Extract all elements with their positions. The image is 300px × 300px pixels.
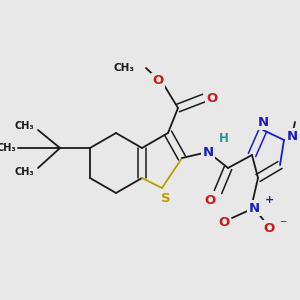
Text: CH₃: CH₃ [14,167,34,177]
Text: N: N [248,202,260,214]
Text: ⁻: ⁻ [279,217,287,231]
Text: CH₃: CH₃ [0,143,16,153]
Text: O: O [204,194,216,206]
Text: H: H [219,131,229,145]
Text: +: + [266,195,274,205]
Text: O: O [206,92,218,104]
Text: CH₃: CH₃ [14,121,34,131]
Text: CH₃: CH₃ [113,63,134,73]
Text: N: N [257,116,268,128]
Text: N: N [286,130,298,142]
Text: O: O [152,74,164,88]
Text: S: S [161,191,171,205]
Text: N: N [202,146,214,158]
Text: O: O [218,215,230,229]
Text: O: O [263,221,274,235]
